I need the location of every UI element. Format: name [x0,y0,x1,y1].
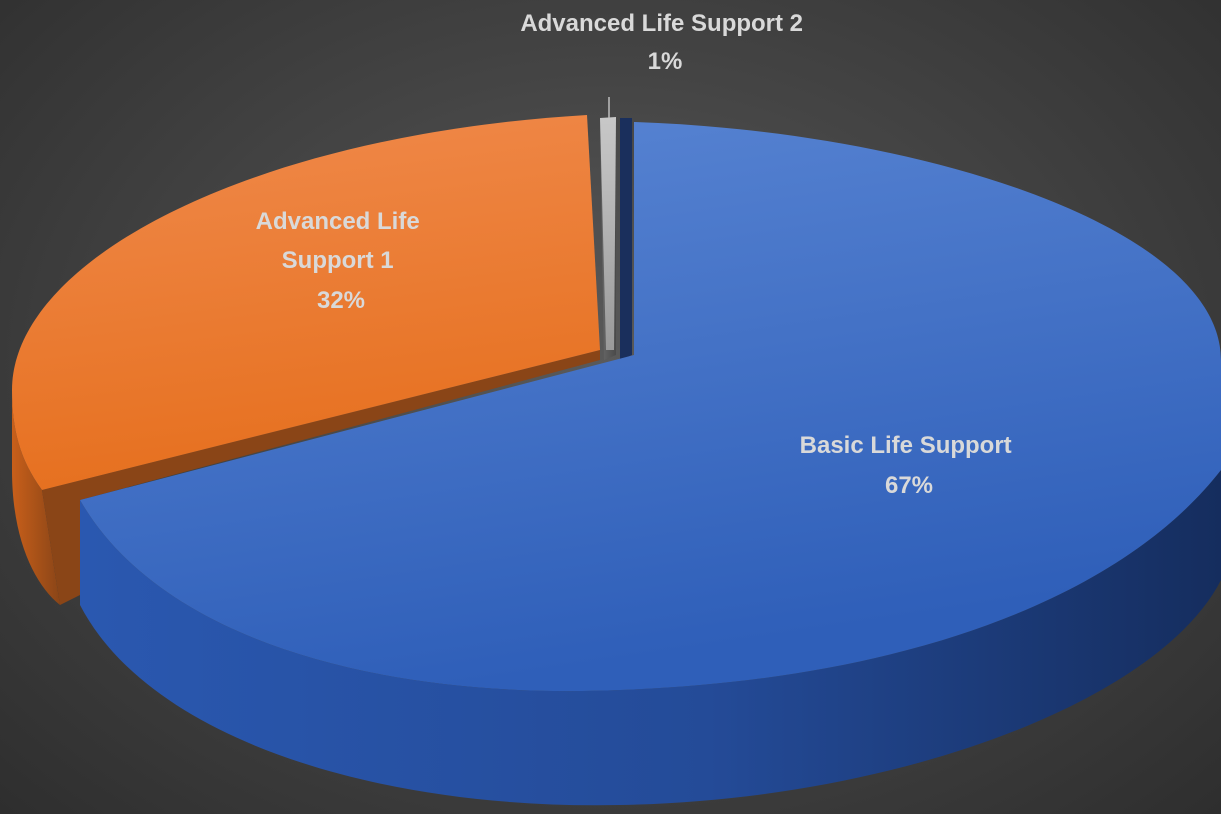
slice-advanced-life-support-1 [12,115,600,490]
pie-top-faces [12,115,1221,692]
data-label-advanced-life-support-2: Advanced Life Support 2 1% [520,10,809,75]
slice-basic-life-support [80,122,1221,692]
slice-side-basic-life-support-cut [620,118,632,360]
slice-side-advanced-life-support-1-cut [42,350,600,605]
slice-side-advanced-life-support-1 [12,390,60,605]
data-label-basic-life-support: Basic Life Support 67% [800,432,1019,499]
data-labels: Advanced Life Support 2 1% Advanced Life… [256,10,1019,499]
slice-advanced-life-support-2 [600,117,616,350]
slice-side-basic-life-support [80,470,1221,806]
data-label-advanced-life-support-1: Advanced Life Support 1 32% [256,208,427,314]
